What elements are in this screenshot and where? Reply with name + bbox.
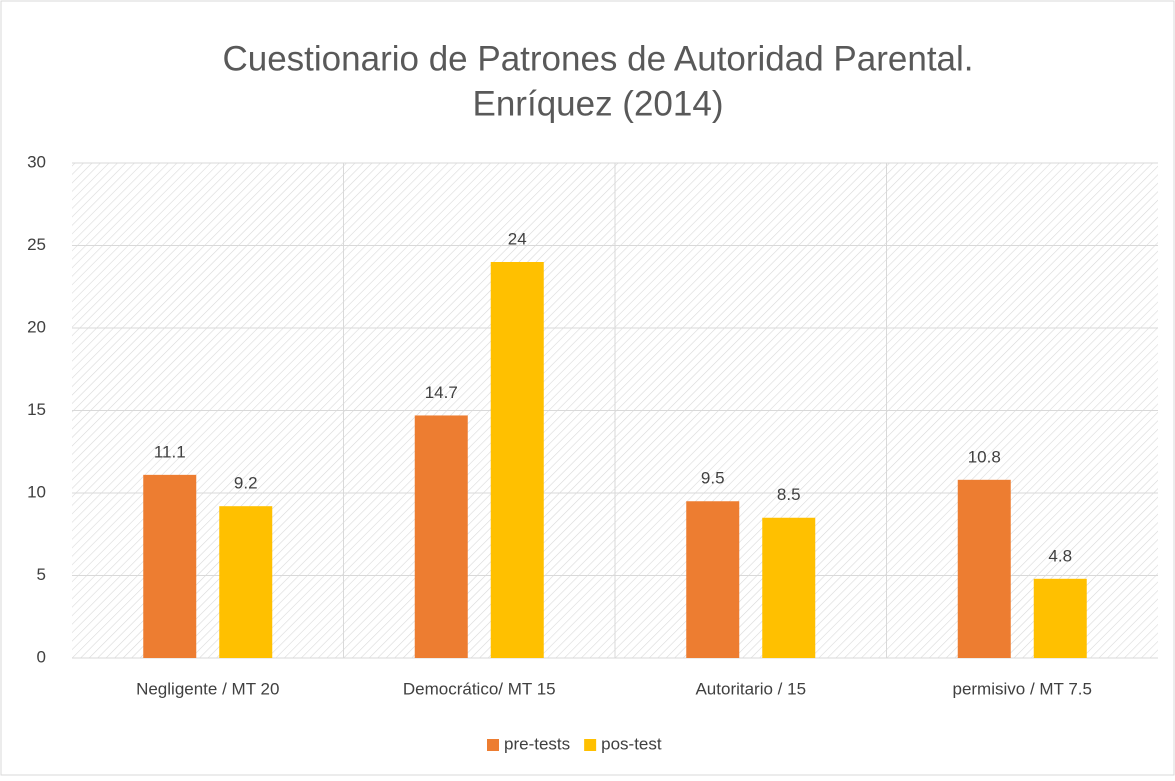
- bar: [143, 474, 197, 658]
- legend-swatch: [487, 739, 499, 751]
- x-tick-label: permisivo / MT 7.5: [952, 679, 1092, 698]
- chart-title: Enríquez (2014): [473, 84, 724, 123]
- bar: [1033, 578, 1087, 658]
- legend-label: pos-test: [601, 734, 662, 753]
- data-label: 14.7: [425, 383, 458, 402]
- bar: [219, 506, 273, 658]
- bar: [686, 501, 740, 658]
- y-tick-label: 10: [27, 482, 46, 501]
- data-label: 10.8: [968, 447, 1001, 466]
- legend-label: pre-tests: [504, 734, 570, 753]
- x-tick-label: Autoritario / 15: [695, 679, 806, 698]
- y-tick-label: 5: [37, 565, 46, 584]
- data-label: 24: [508, 229, 527, 248]
- y-tick-label: 0: [37, 647, 46, 666]
- y-tick-label: 25: [27, 235, 46, 254]
- bar: [414, 415, 468, 658]
- x-tick-label: Democrático/ MT 15: [403, 679, 556, 698]
- y-tick-label: 15: [27, 400, 46, 419]
- data-label: 9.5: [701, 469, 725, 488]
- data-label: 4.8: [1048, 546, 1072, 565]
- bar: [957, 479, 1011, 658]
- data-label: 11.1: [154, 442, 186, 461]
- data-label: 9.2: [234, 474, 258, 493]
- bar: [490, 262, 544, 658]
- y-tick-label: 20: [27, 317, 46, 336]
- chart-title: Cuestionario de Patrones de Autoridad Pa…: [222, 39, 973, 78]
- bar: [762, 517, 816, 658]
- data-label: 8.5: [777, 485, 801, 504]
- legend-swatch: [584, 739, 597, 751]
- y-tick-label: 30: [27, 152, 46, 171]
- x-tick-label: Negligente / MT 20: [136, 679, 279, 698]
